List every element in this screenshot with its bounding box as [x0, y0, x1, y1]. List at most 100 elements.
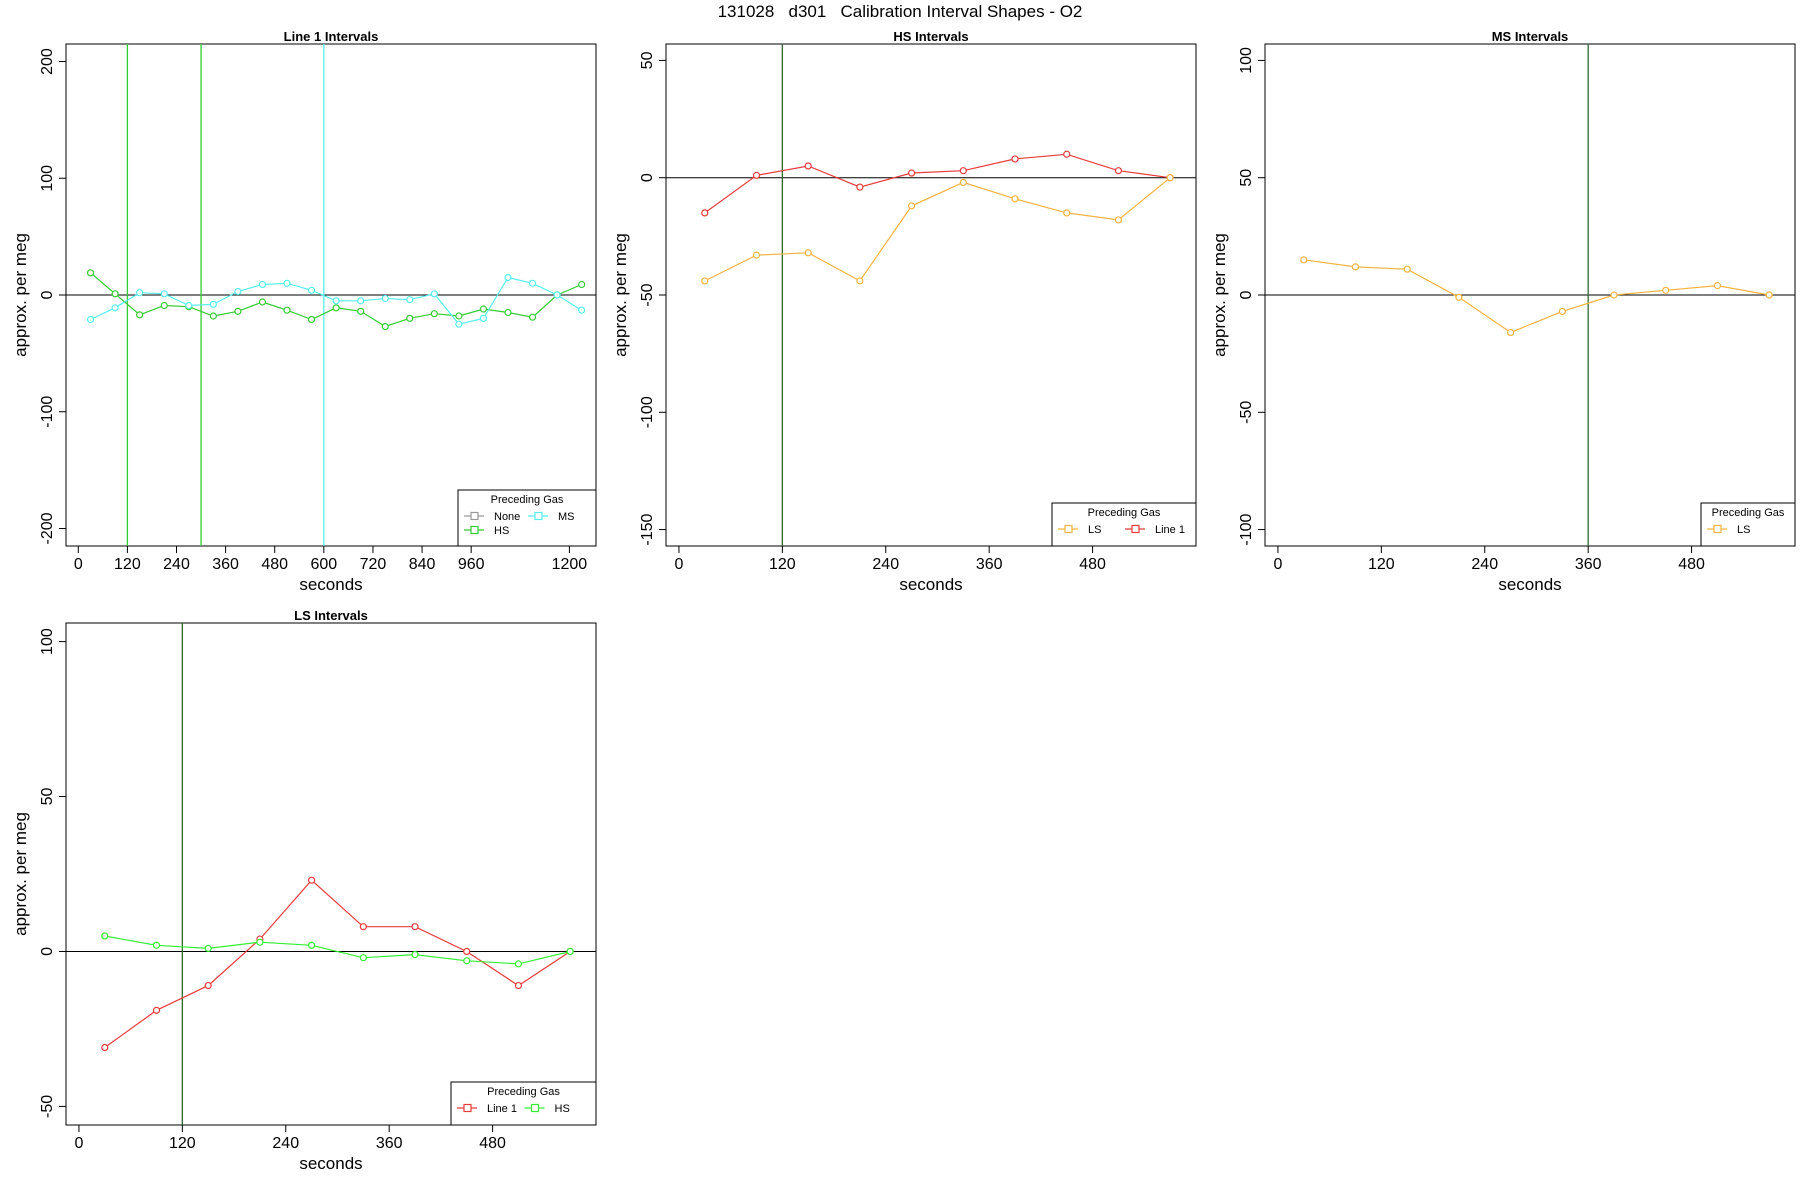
- data-point: [1662, 286, 1670, 294]
- y-tick-label: 100: [39, 165, 56, 192]
- data-point: [204, 944, 212, 952]
- chart-panel-1: Line 1 Intervals 0 120 240 360 480 600 720 840 96…: [11, 29, 597, 594]
- legend-label: MS: [558, 511, 575, 523]
- data-point: [283, 306, 291, 314]
- data-point: [752, 251, 761, 259]
- chart-panel-2: HS Intervals 0 120 240 360 480 seconds -150 -100…: [611, 29, 1197, 594]
- data-point: [479, 305, 488, 313]
- legend: Preceding Gas LS Line 1: [1051, 502, 1197, 547]
- series-ls: [1300, 256, 1773, 337]
- data-point: [1610, 291, 1618, 299]
- data-point: [234, 287, 242, 296]
- legend-label: HS: [555, 1103, 570, 1115]
- x-tick-label: 0: [74, 1135, 83, 1152]
- data-point: [359, 923, 367, 931]
- legend-label: LS: [1737, 524, 1750, 536]
- data-point: [86, 315, 95, 324]
- x-axis-label: seconds: [899, 575, 962, 594]
- x-tick-label: 240: [872, 556, 899, 573]
- data-point: [578, 306, 586, 314]
- x-tick-label: 360: [976, 556, 1003, 573]
- data-point: [804, 162, 812, 170]
- data-point: [479, 314, 488, 322]
- y-axis: -50 0 50 100 approx. per meg: [11, 628, 67, 1118]
- data-point: [359, 954, 367, 962]
- x-axis-label: seconds: [299, 575, 362, 594]
- y-axis-label: approx. per meg: [11, 233, 30, 357]
- y-tick-label: 0: [639, 173, 656, 182]
- data-point: [411, 950, 419, 959]
- data-point: [1063, 150, 1071, 158]
- data-point: [908, 202, 916, 210]
- data-point: [959, 167, 967, 175]
- data-point: [1351, 263, 1360, 271]
- series-line: [104, 879, 571, 1048]
- data-point: [528, 313, 537, 321]
- y-tick-label: -200: [39, 512, 56, 544]
- data-point: [701, 277, 709, 285]
- legend-entry: HS: [464, 525, 509, 537]
- data-point: [411, 923, 419, 931]
- data-point: [136, 289, 144, 297]
- x-tick-label: 240: [1471, 556, 1498, 573]
- data-point: [86, 269, 95, 277]
- data-point: [209, 312, 217, 320]
- y-tick-label: 0: [1238, 290, 1255, 299]
- chart-title: HS Intervals: [893, 29, 968, 44]
- legend-entry: LS: [1707, 524, 1750, 536]
- data-point: [101, 1043, 109, 1052]
- x-tick-label: 240: [272, 1135, 299, 1152]
- data-point: [463, 947, 471, 956]
- data-point: [1063, 209, 1071, 217]
- series-line: [104, 935, 571, 965]
- data-point: [463, 957, 471, 965]
- data-point: [701, 209, 709, 217]
- data-point: [307, 315, 316, 324]
- x-axis: 0 120 240 360 480 seconds: [74, 1124, 506, 1173]
- legend-marker: [470, 525, 479, 535]
- data-point: [504, 273, 512, 282]
- legend-marker: [534, 511, 543, 521]
- data-point: [152, 941, 161, 949]
- legend-box: [450, 1081, 597, 1126]
- y-axis: -150 -100 -50 0 50 approx. per meg: [611, 51, 667, 546]
- data-point: [1166, 174, 1174, 182]
- legend-label: HS: [494, 525, 509, 537]
- y-tick-label: 50: [639, 51, 656, 69]
- plot-frame: [65, 622, 597, 1126]
- plot-frame: [665, 43, 1197, 547]
- series-line-1: [701, 150, 1174, 217]
- data-point: [1455, 293, 1463, 301]
- legend-title: Preceding Gas: [487, 1086, 560, 1098]
- y-axis-label: approx. per meg: [611, 233, 630, 357]
- data-point: [406, 314, 414, 322]
- legend-title: Preceding Gas: [491, 494, 564, 506]
- x-tick-label: 480: [1079, 556, 1106, 573]
- x-tick-label: 0: [74, 556, 83, 573]
- y-tick-label: 200: [39, 48, 56, 75]
- data-point: [332, 297, 340, 305]
- data-point: [1300, 256, 1308, 264]
- data-point: [553, 291, 561, 299]
- data-point: [1011, 155, 1019, 163]
- data-point: [308, 876, 316, 884]
- x-axis: 0 120 240 360 480 seconds: [1273, 545, 1705, 594]
- data-point: [856, 277, 864, 285]
- legend-label: Line 1: [1155, 524, 1185, 536]
- legend-box: [1700, 502, 1796, 547]
- y-tick-label: 100: [39, 628, 56, 655]
- data-point: [514, 960, 523, 968]
- x-tick-label: 960: [458, 556, 485, 573]
- y-axis-label: approx. per meg: [1210, 233, 1229, 357]
- x-tick-label: 120: [114, 556, 141, 573]
- plot-area: [66, 44, 596, 546]
- y-tick-label: 50: [39, 788, 56, 806]
- legend-label: None: [494, 511, 520, 523]
- y-tick-label: 100: [1238, 47, 1255, 74]
- data-point: [1765, 291, 1773, 299]
- plot-area: [66, 623, 596, 1125]
- legend-entry: Line 1: [457, 1103, 517, 1115]
- data-point: [381, 322, 389, 331]
- chart-panel-4: LS Intervals 0 120 240 360 480 seconds -50 0 50 10…: [11, 608, 597, 1173]
